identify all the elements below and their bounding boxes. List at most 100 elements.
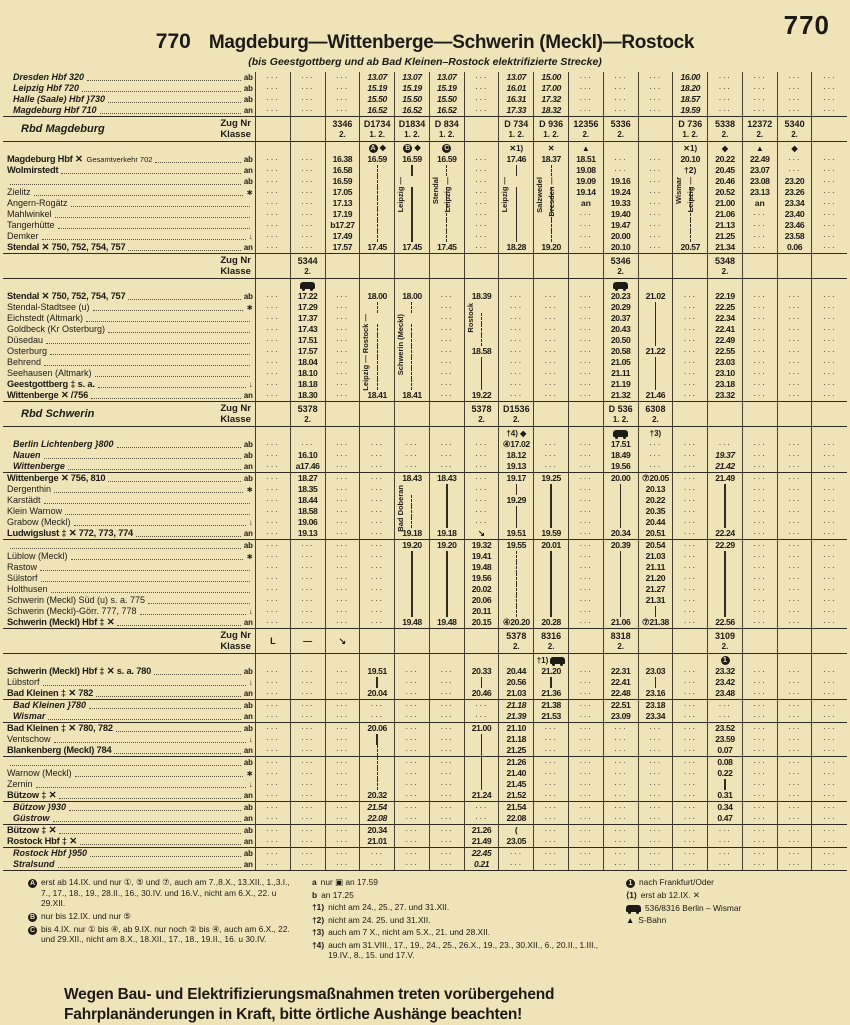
timetable-cell: ··· (533, 302, 569, 313)
timetable-cell: ··· (463, 165, 499, 176)
timetable-cell (289, 141, 326, 154)
dotted-leader (114, 753, 241, 754)
through-line (446, 209, 448, 220)
station-row: ab ··· ··· ··· ··· ··· 21.26 ··· ··· ··· ··· ··· 0.0… (3, 756, 847, 768)
timetable-cell: ··· (289, 83, 326, 94)
timetable-cell (602, 584, 639, 595)
continuation-line (411, 584, 413, 595)
timetable-cell: ··· (289, 539, 326, 551)
timetable-cell: ··· (672, 368, 708, 379)
timetable-cell: ··· (811, 324, 847, 335)
timetable-cell (741, 653, 778, 666)
station-row: Düsedau ··· 17.51 ··· ··· ··· ··· ··· 20.50 ··· 22… (3, 335, 847, 346)
timetable-cell (602, 484, 639, 495)
timetable-cell: ··· (776, 711, 812, 723)
timetable-cell (672, 209, 708, 220)
train-number-cell: 8316 2. (533, 628, 569, 654)
station-label-cell: Magdeburg Hbf 710 an (3, 105, 255, 117)
timetable-cell: 20.02 (463, 584, 499, 595)
timetable-cell (463, 357, 499, 368)
timetable-cell: ··· (428, 790, 465, 802)
footnote-text: bis 4.IX. nur ① bis ④, ab 9.IX. nur noch… (41, 923, 290, 945)
timetable-cell: ··· (741, 313, 778, 324)
continuation-line (619, 606, 622, 617)
timetable-cell (707, 484, 743, 495)
train-class: 1. 2. (438, 130, 455, 139)
timetable-cell: ··· (811, 756, 847, 768)
arrival-departure-mark: an (243, 618, 253, 627)
timetable-cell (428, 220, 465, 231)
timetable-cell (707, 595, 743, 606)
timetable-cell (672, 198, 708, 209)
station-label-cell: Wittenberge an (3, 461, 255, 473)
timetable-cell: ··· (254, 220, 291, 231)
station-row: Tangerhütte ··· ··· b17.27 ··· ··· 19.47 ··· 21.… (3, 220, 847, 231)
train-number-cell (741, 253, 778, 279)
timetable-cell (254, 653, 291, 666)
timetable-cell: ··· (428, 745, 465, 757)
continuation-line (411, 209, 413, 220)
timetable-cell: ··· (672, 484, 708, 495)
timetable-cell: ··· (567, 461, 604, 473)
timetable-cell: 0.31 (707, 790, 743, 802)
timetable-cell: ··· (567, 209, 604, 220)
through-line (376, 176, 378, 187)
timetable-cell: ··· (567, 528, 604, 540)
timetable-cell: ··· (741, 666, 778, 677)
train-number-cell (707, 401, 743, 427)
dotted-leader (89, 708, 241, 709)
continuation-line (446, 606, 448, 617)
station-row: Bützow ‡ ✕ an ··· ··· ··· 20.32 ··· ··· 21.24 21.… (3, 790, 847, 802)
timetable-cell: 21.13 (707, 220, 743, 231)
station-label: ab (7, 540, 255, 551)
timetable-cell: ··· (498, 357, 534, 368)
timetable-cell: ··· (567, 506, 604, 517)
timetable-cell: ··· (741, 302, 778, 313)
timetable-cell: ··· (324, 790, 360, 802)
timetable-cell: 15.50 (394, 94, 430, 105)
timetable-cell: ··· (324, 72, 360, 83)
through-line (376, 346, 378, 357)
timetable-cell: ··· (567, 711, 604, 723)
station-row: Wismar an ··· ··· ··· ··· ··· ··· ··· 21.39 21.53 ·… (3, 711, 847, 723)
timetable-cell: 21.53 (533, 711, 569, 723)
timetable-cell (254, 141, 291, 154)
through-line (411, 506, 413, 517)
timetable-cell: 22.56 (707, 617, 743, 629)
klasse-label: Klasse (220, 266, 251, 277)
footnotes-column-3: 1 nach Frankfurt/Oder ⟨1) erst ab 12.IX. ✕ 5… (626, 877, 836, 963)
timetable-cell: 21.54 (498, 801, 534, 813)
dotted-leader (128, 299, 241, 300)
station-label: Rastow (7, 562, 255, 573)
timetable-cell: ··· (741, 539, 778, 551)
timetable-cell: ··· (463, 154, 499, 165)
station-label-cell: Stendal ✕ 750, 752, 754, 757 an (3, 242, 255, 254)
timetable-cell: ··· (533, 745, 569, 757)
timetable-cell: ··· (567, 357, 604, 368)
timetable-cell: ··· (707, 859, 743, 871)
timetable-cell: ··· (324, 677, 360, 688)
timetable-cell: 20.01 (533, 539, 569, 551)
timetable-cell: ··· (672, 390, 708, 402)
continuation-line (724, 595, 726, 606)
timetable-cell: ··· (324, 357, 360, 368)
timetable-cell: ··· (567, 484, 604, 495)
timetable-cell: ··· (289, 711, 326, 723)
timetable-cell: ··· (324, 450, 360, 461)
continuation-line (654, 677, 657, 688)
timetable-cell: ··· (324, 768, 360, 779)
timetable-cell: ··· (672, 291, 708, 302)
timetable-cell: 17.49 (324, 231, 360, 242)
train-number-cell (254, 401, 291, 427)
footnote-text: nur bis 12.IX. und nur ⑤ (41, 910, 131, 921)
train-number-cell: D1734 1. 2. (359, 116, 395, 142)
continuation-line (411, 573, 413, 584)
train-class: 2. (547, 642, 555, 651)
train-class: 2. (617, 642, 624, 651)
timetable-cell (394, 495, 430, 506)
timetable-cell: ··· (394, 859, 430, 871)
station-name: Warnow (Meckl) (7, 768, 72, 778)
timetable-cell: ··· (672, 472, 708, 484)
timetable-cell (498, 584, 534, 595)
timetable-cell: ··· (324, 379, 360, 390)
